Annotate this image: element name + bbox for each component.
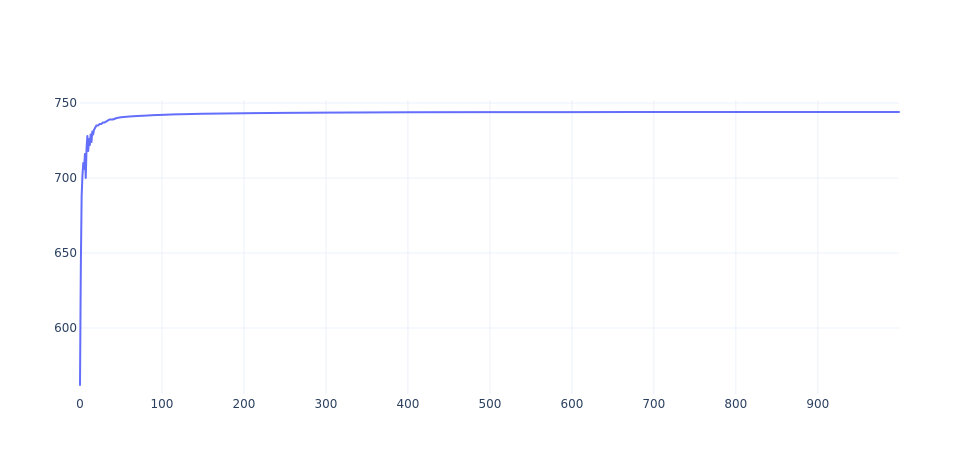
x-tick-label: 400 xyxy=(396,397,419,411)
x-tick-label: 900 xyxy=(806,397,829,411)
x-tick-label: 300 xyxy=(314,397,337,411)
x-tick-label: 600 xyxy=(560,397,583,411)
x-tick-label: 100 xyxy=(151,397,174,411)
x-tick-label: 500 xyxy=(478,397,501,411)
y-tick-label: 650 xyxy=(54,246,77,260)
y-axis: 600 650 700 750 xyxy=(54,96,77,335)
grid-layer xyxy=(80,100,899,394)
y-tick-label: 600 xyxy=(54,321,77,335)
y-tick-label: 700 xyxy=(54,171,77,185)
x-tick-label: 800 xyxy=(724,397,747,411)
x-axis: 0 100 200 300 400 500 600 700 800 900 xyxy=(76,397,829,411)
y-tick-label: 750 xyxy=(54,96,77,110)
x-tick-label: 700 xyxy=(642,397,665,411)
x-tick-label: 0 xyxy=(76,397,84,411)
x-tick-label: 200 xyxy=(233,397,256,411)
